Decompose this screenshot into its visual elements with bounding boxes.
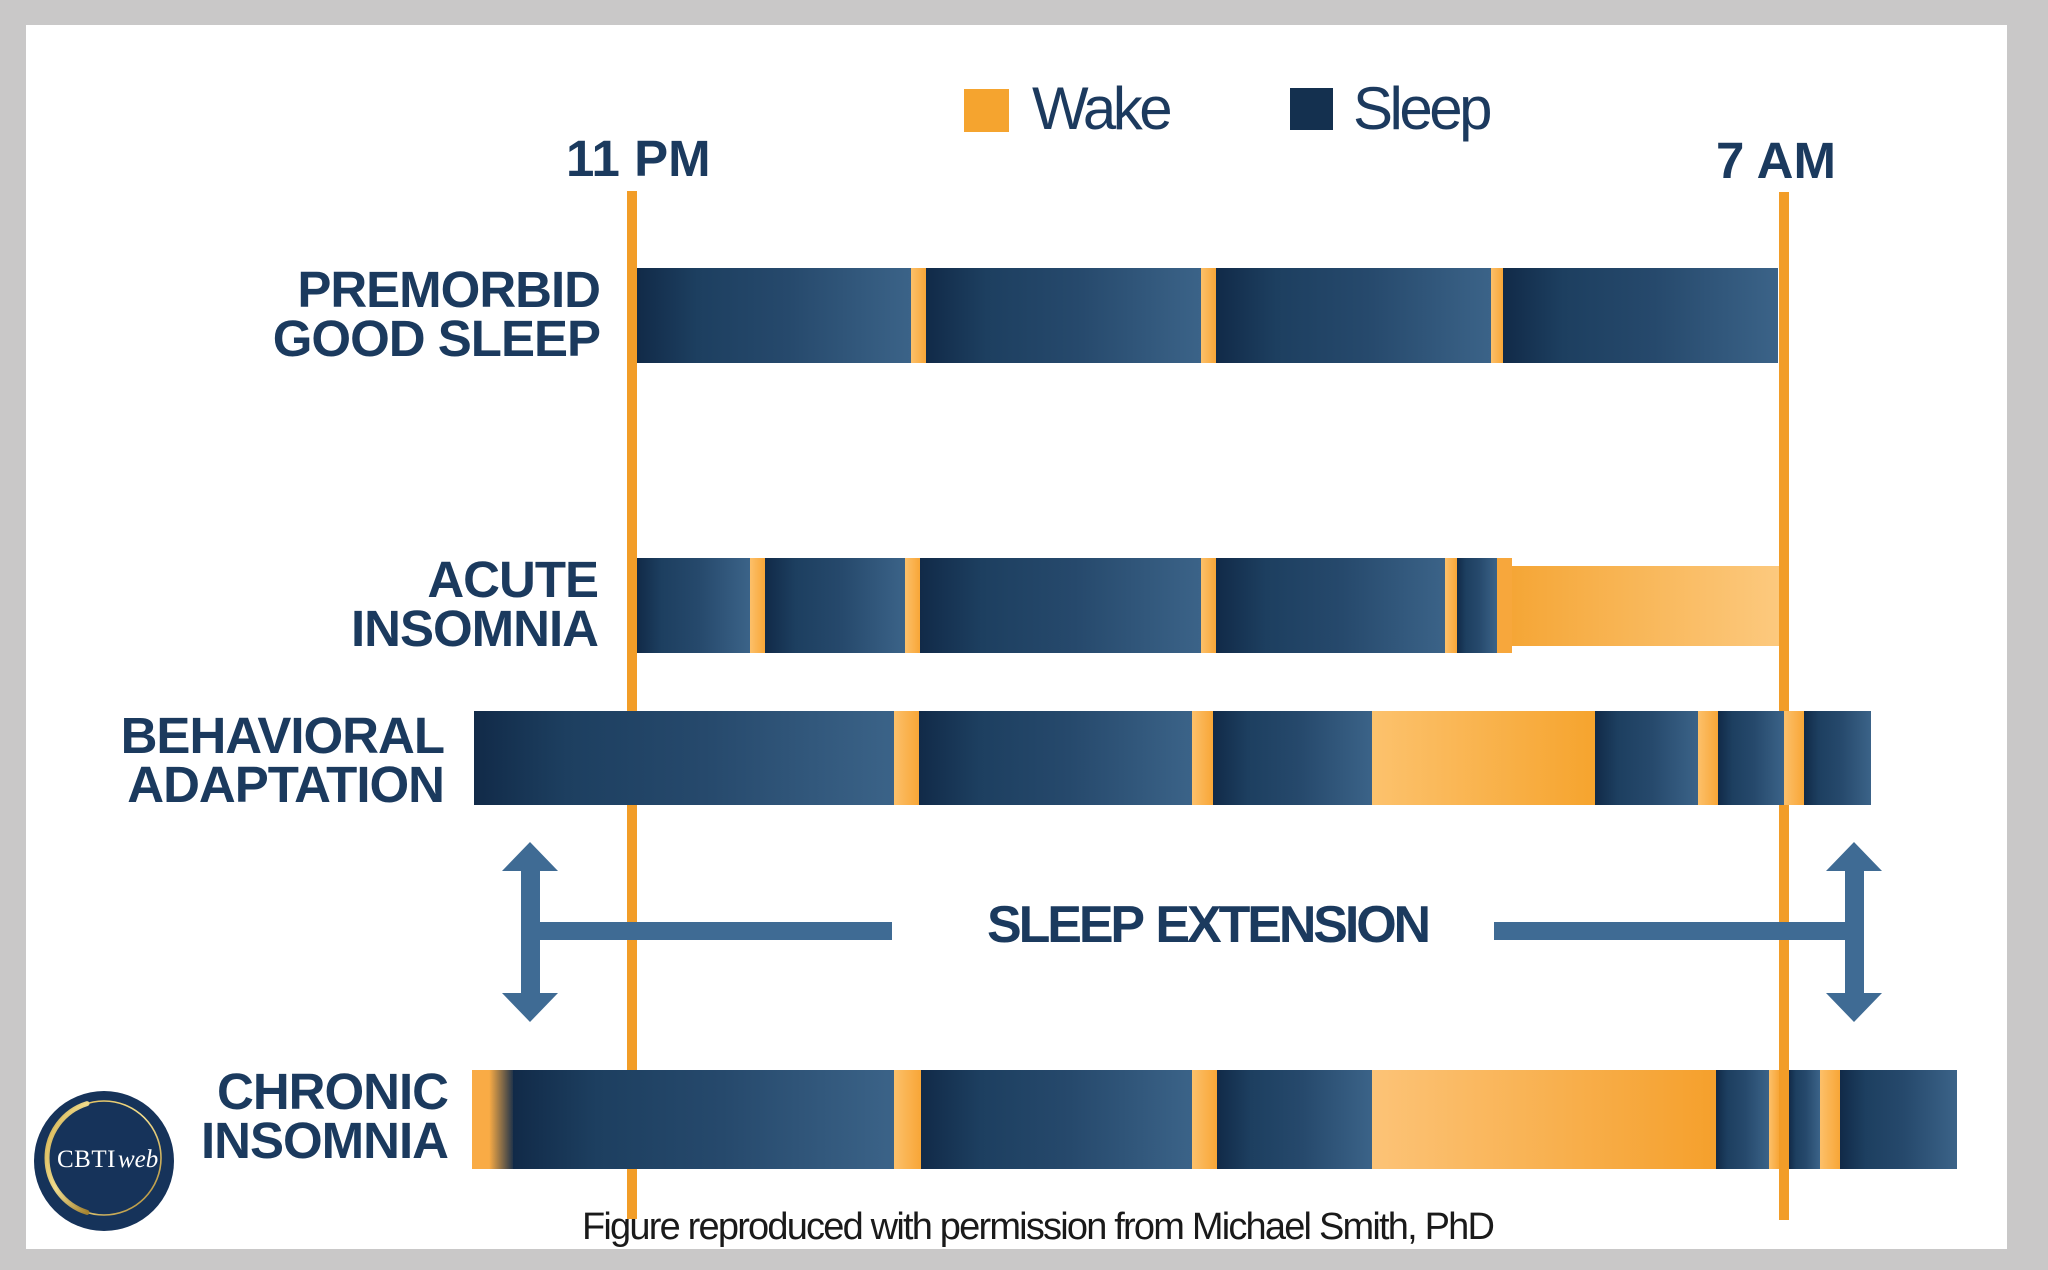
svg-text:CBTI: CBTI	[57, 1146, 116, 1173]
svg-text:web: web	[118, 1146, 158, 1173]
